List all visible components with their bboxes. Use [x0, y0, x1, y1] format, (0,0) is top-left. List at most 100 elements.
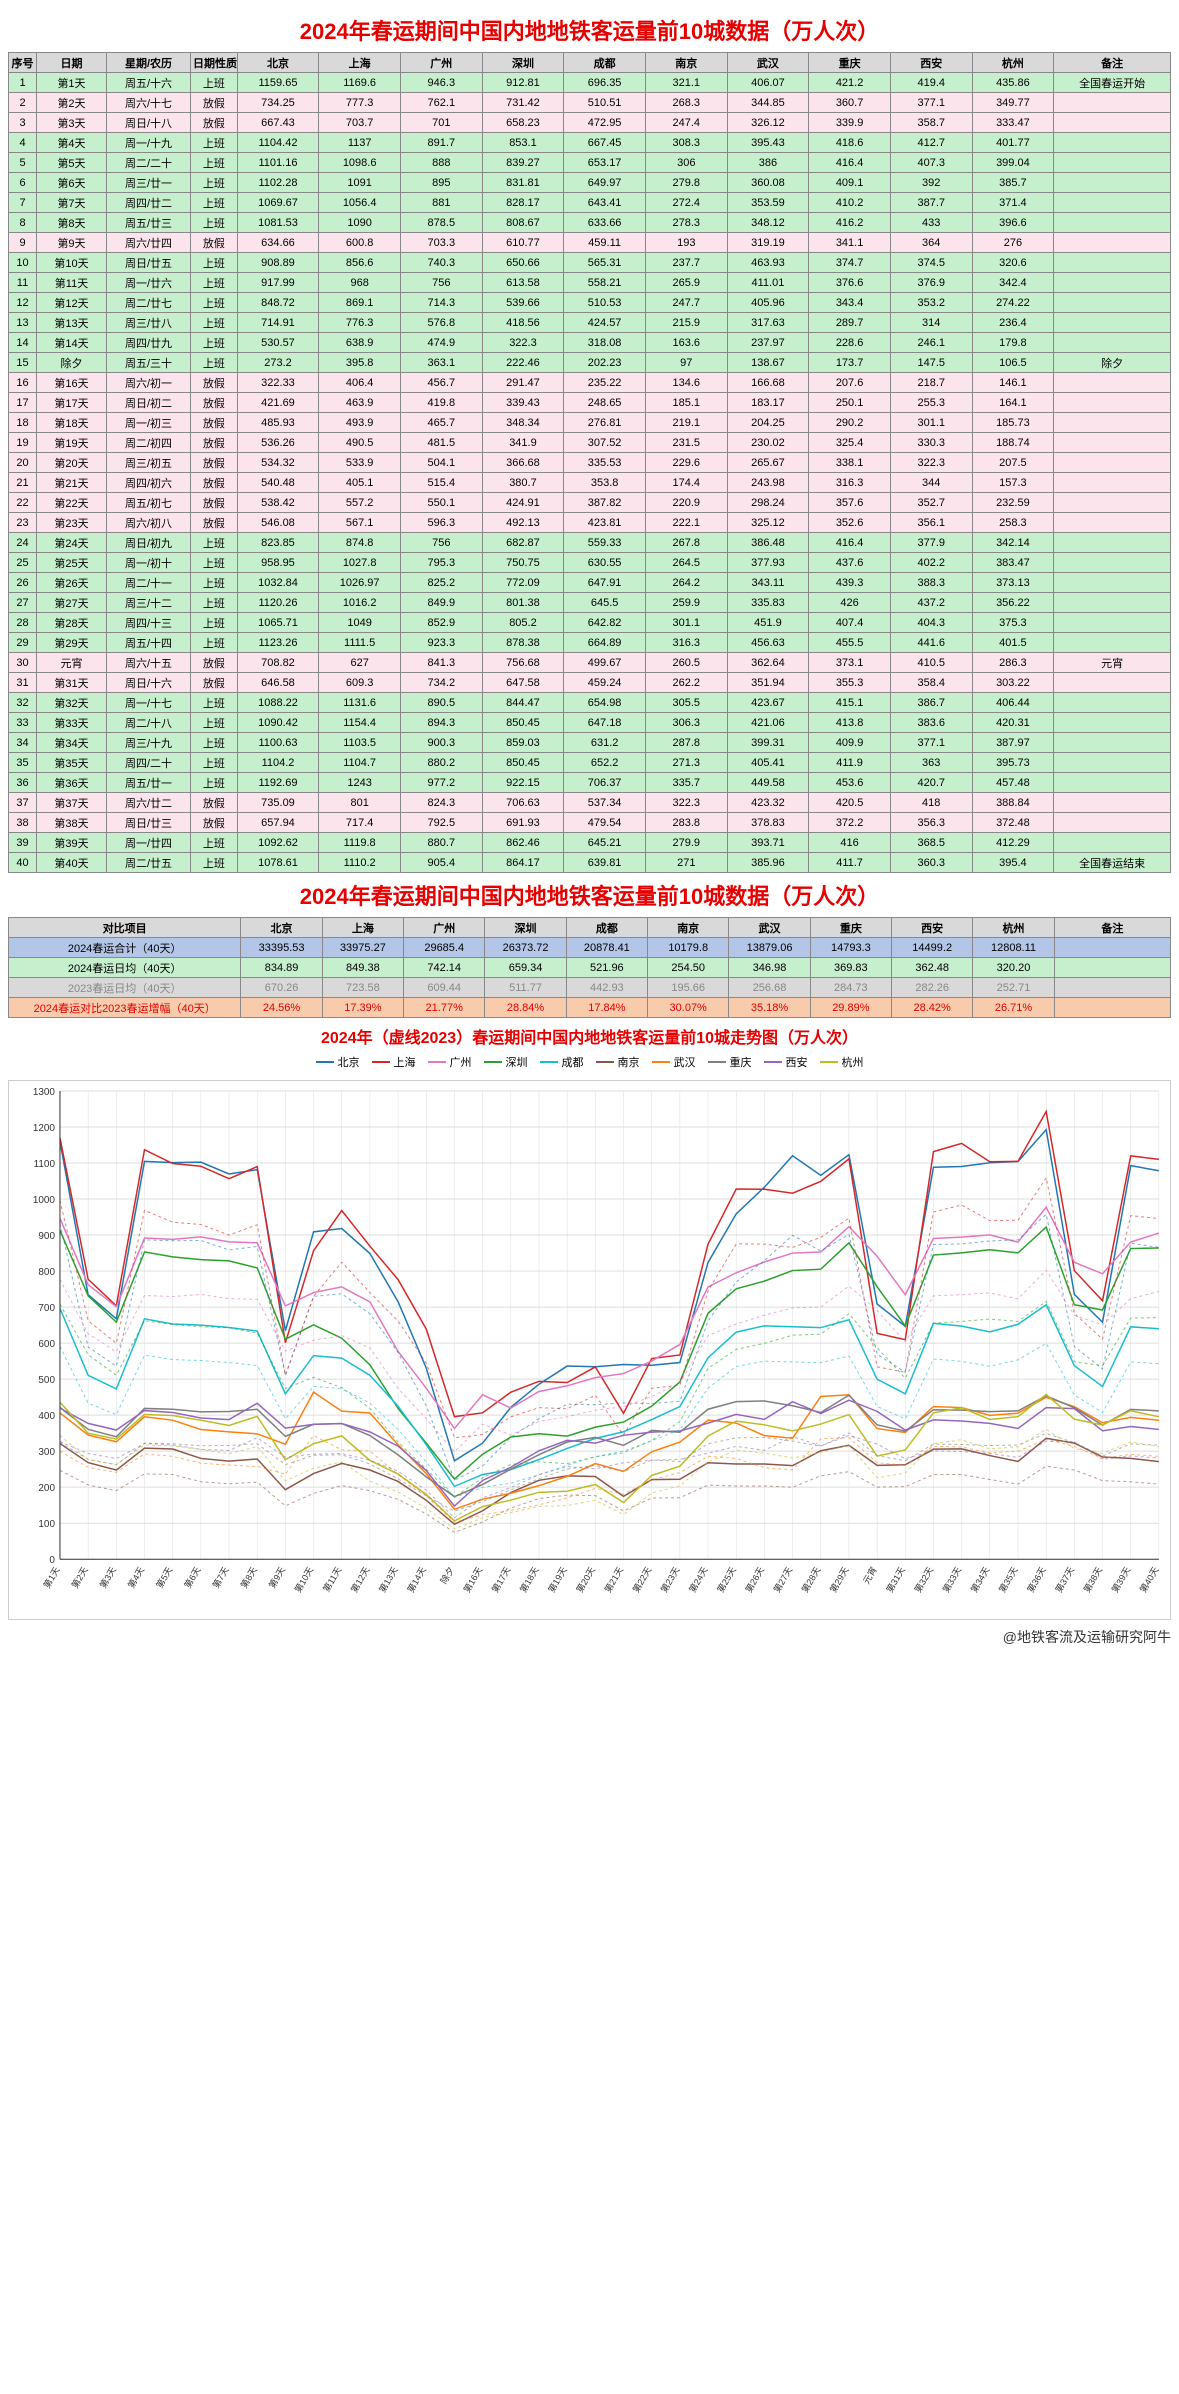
- cell: 周日/初二: [107, 393, 191, 413]
- cell: 366.68: [482, 453, 564, 473]
- cell: 424.57: [564, 313, 646, 333]
- cell: 387.97: [972, 733, 1054, 753]
- cell: 756: [400, 273, 482, 293]
- cell: 306: [645, 153, 727, 173]
- cell: 1049: [319, 613, 401, 633]
- cell: 第14天: [37, 333, 107, 353]
- cell: 1090.42: [237, 713, 319, 733]
- cell: 219.1: [645, 413, 727, 433]
- cell: 349.77: [972, 93, 1054, 113]
- cell: 756: [400, 533, 482, 553]
- cell: 356.1: [890, 513, 972, 533]
- svg-text:第26天: 第26天: [743, 1565, 766, 1595]
- cell: 839.27: [482, 153, 564, 173]
- cell: 24: [9, 533, 37, 553]
- cell: 第35天: [37, 753, 107, 773]
- cell: 207.5: [972, 453, 1054, 473]
- cell: [1054, 473, 1171, 493]
- cell: 416: [809, 833, 891, 853]
- cell: 714.3: [400, 293, 482, 313]
- cell: 18: [9, 413, 37, 433]
- col-header: 上海: [319, 53, 401, 73]
- cell: 339.9: [809, 113, 891, 133]
- svg-text:第9天: 第9天: [266, 1565, 287, 1590]
- cell: 周日/初九: [107, 533, 191, 553]
- cell: 654.98: [564, 693, 646, 713]
- table-row: 2第2天周六/十七放假734.25777.3762.1731.42510.512…: [9, 93, 1171, 113]
- cell: 358.7: [890, 113, 972, 133]
- cell: 9: [9, 233, 37, 253]
- table-row: 25第25天周一/初十上班958.951027.8795.3750.75630.…: [9, 553, 1171, 573]
- cell: 264.5: [645, 553, 727, 573]
- cell: 772.09: [482, 573, 564, 593]
- cell: 第3天: [37, 113, 107, 133]
- table-row: 35第35天周四/二十上班1104.21104.7880.2850.45652.…: [9, 753, 1171, 773]
- sum-col-header: 西安: [892, 918, 973, 938]
- cell: 481.5: [400, 433, 482, 453]
- cell: [1054, 833, 1171, 853]
- cell: 538.42: [237, 493, 319, 513]
- chart-legend: 北京上海广州深圳成都南京武汉重庆西安杭州: [8, 1054, 1171, 1070]
- cell: 420.7: [890, 773, 972, 793]
- cell: 273.2: [237, 353, 319, 373]
- cell: 265.67: [727, 453, 809, 473]
- cell: 1120.26: [237, 593, 319, 613]
- svg-text:第20天: 第20天: [574, 1565, 597, 1595]
- sum-col-header: 重庆: [810, 918, 891, 938]
- table-row: 33第33天周二/十八上班1090.421154.4894.3850.45647…: [9, 713, 1171, 733]
- cell: 530.57: [237, 333, 319, 353]
- cell: [1054, 373, 1171, 393]
- cell: 881: [400, 193, 482, 213]
- cell: 631.2: [564, 733, 646, 753]
- cell: 1159.65: [237, 73, 319, 93]
- cell: 395.8: [319, 353, 401, 373]
- cell: 第40天: [37, 853, 107, 873]
- cell: 539.66: [482, 293, 564, 313]
- cell: 344.85: [727, 93, 809, 113]
- cell: 上班: [191, 713, 238, 733]
- svg-text:200: 200: [38, 1483, 55, 1494]
- cell: 周六/廿四: [107, 233, 191, 253]
- cell: 13: [9, 313, 37, 333]
- sum-col-header: 广州: [404, 918, 485, 938]
- cell: 335.83: [727, 593, 809, 613]
- cell: 657.94: [237, 813, 319, 833]
- cell: 放假: [191, 653, 238, 673]
- cell: 183.17: [727, 393, 809, 413]
- cell: 173.7: [809, 353, 891, 373]
- cell: 276: [972, 233, 1054, 253]
- cell: 456.63: [727, 633, 809, 653]
- cell: 14: [9, 333, 37, 353]
- svg-text:400: 400: [38, 1411, 55, 1422]
- cell: 609.3: [319, 673, 401, 693]
- cell: 613.58: [482, 273, 564, 293]
- cell: 第4天: [37, 133, 107, 153]
- cell: [1054, 213, 1171, 233]
- cell: 306.3: [645, 713, 727, 733]
- cell: 周六/初八: [107, 513, 191, 533]
- cell: 279.9: [645, 833, 727, 853]
- svg-text:1300: 1300: [33, 1087, 56, 1098]
- cell: 499.67: [564, 653, 646, 673]
- cell: 第18天: [37, 413, 107, 433]
- cell: 372.48: [972, 813, 1054, 833]
- svg-text:第4天: 第4天: [125, 1565, 146, 1590]
- cell: 647.58: [482, 673, 564, 693]
- cell: 472.95: [564, 113, 646, 133]
- cell: 39: [9, 833, 37, 853]
- cell: 周二/十一: [107, 573, 191, 593]
- sum-col-header: 北京: [241, 918, 322, 938]
- cell: 383.47: [972, 553, 1054, 573]
- cell: 319.19: [727, 233, 809, 253]
- cell: 第28天: [37, 613, 107, 633]
- col-header: 成都: [564, 53, 646, 73]
- cell: 706.37: [564, 773, 646, 793]
- svg-text:第34天: 第34天: [968, 1565, 991, 1595]
- cell: 375.3: [972, 613, 1054, 633]
- cell: 31: [9, 673, 37, 693]
- cell: 1104.2: [237, 753, 319, 773]
- cell: 周三/十九: [107, 733, 191, 753]
- cell: 301.1: [645, 613, 727, 633]
- cell: 放假: [191, 413, 238, 433]
- cell: 22: [9, 493, 37, 513]
